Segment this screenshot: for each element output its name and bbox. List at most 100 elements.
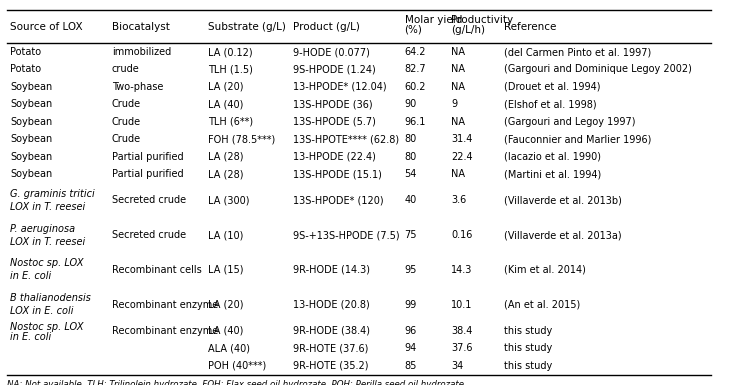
Text: 3.6: 3.6 — [451, 195, 466, 205]
Text: LA (28): LA (28) — [208, 169, 244, 179]
Text: NA: Not available, TLH: Trilinolein hydrozate, FOH: Flax seed oil hydrozate, POH: NA: Not available, TLH: Trilinolein hydr… — [7, 380, 467, 385]
Text: 90: 90 — [405, 99, 417, 109]
Text: LA (40): LA (40) — [208, 99, 244, 109]
Text: Soybean: Soybean — [10, 82, 52, 92]
Text: Partial purified: Partial purified — [112, 169, 183, 179]
Text: 96.1: 96.1 — [405, 117, 426, 127]
Text: in E. coli: in E. coli — [10, 271, 52, 281]
Text: 60.2: 60.2 — [405, 82, 426, 92]
Text: 13-HODE (20.8): 13-HODE (20.8) — [292, 300, 369, 310]
Text: NA: NA — [451, 82, 465, 92]
Text: LOX in T. reesei: LOX in T. reesei — [10, 202, 85, 212]
Text: 9-HODE (0.077): 9-HODE (0.077) — [292, 47, 369, 57]
Text: 31.4: 31.4 — [451, 134, 473, 144]
Text: (Gargouri and Dominique Legoy 2002): (Gargouri and Dominique Legoy 2002) — [504, 64, 693, 74]
Text: (Fauconnier and Marlier 1996): (Fauconnier and Marlier 1996) — [504, 134, 652, 144]
Text: Two-phase: Two-phase — [112, 82, 163, 92]
Text: LA (15): LA (15) — [208, 265, 244, 275]
Text: (Gargouri and Legoy 1997): (Gargouri and Legoy 1997) — [504, 117, 636, 127]
Text: 85: 85 — [405, 361, 417, 371]
Text: 13S-HPODE* (120): 13S-HPODE* (120) — [292, 195, 383, 205]
Text: FOH (78.5***): FOH (78.5***) — [208, 134, 275, 144]
Text: Product (g/L): Product (g/L) — [292, 22, 359, 32]
Text: (Villaverde et al. 2013b): (Villaverde et al. 2013b) — [504, 195, 623, 205]
Text: LA (40): LA (40) — [208, 326, 244, 336]
Text: Soybean: Soybean — [10, 134, 52, 144]
Text: Recombinant enzyme: Recombinant enzyme — [112, 300, 219, 310]
Text: immobilized: immobilized — [112, 47, 171, 57]
Text: 75: 75 — [405, 230, 417, 240]
Text: Soybean: Soybean — [10, 99, 52, 109]
Text: 13S-HPODE (15.1): 13S-HPODE (15.1) — [292, 169, 381, 179]
Text: P. aeruginosa: P. aeruginosa — [10, 224, 75, 234]
Text: 9R-HODE (38.4): 9R-HODE (38.4) — [292, 326, 369, 336]
Text: G. graminis tritici: G. graminis tritici — [10, 189, 95, 199]
Text: 13S-HPODE (5.7): 13S-HPODE (5.7) — [292, 117, 375, 127]
Text: 9S-+13S-HPODE (7.5): 9S-+13S-HPODE (7.5) — [292, 230, 399, 240]
Text: 14.3: 14.3 — [451, 265, 473, 275]
Text: 99: 99 — [405, 300, 417, 310]
Text: (Martini et al. 1994): (Martini et al. 1994) — [504, 169, 602, 179]
Text: Secreted crude: Secreted crude — [112, 230, 186, 240]
Text: NA: NA — [451, 117, 465, 127]
Text: Secreted crude: Secreted crude — [112, 195, 186, 205]
Text: Biocatalyst: Biocatalyst — [112, 22, 170, 32]
Text: (Drouet et al. 1994): (Drouet et al. 1994) — [504, 82, 601, 92]
Text: 13S-HPODE (36): 13S-HPODE (36) — [292, 99, 372, 109]
Text: LA (10): LA (10) — [208, 230, 244, 240]
Text: NA: NA — [451, 169, 465, 179]
Text: (Iacazio et al. 1990): (Iacazio et al. 1990) — [504, 152, 601, 162]
Text: LA (28): LA (28) — [208, 152, 244, 162]
Text: 96: 96 — [405, 326, 417, 336]
Text: Reference: Reference — [504, 22, 557, 32]
Text: Partial purified: Partial purified — [112, 152, 183, 162]
Text: crude: crude — [112, 64, 140, 74]
Text: 13-HPODE (22.4): 13-HPODE (22.4) — [292, 152, 375, 162]
Text: NA: NA — [451, 47, 465, 57]
Text: Soybean: Soybean — [10, 169, 52, 179]
Text: Crude: Crude — [112, 99, 141, 109]
Text: 13-HPODE* (12.04): 13-HPODE* (12.04) — [292, 82, 386, 92]
Text: 9: 9 — [451, 99, 457, 109]
Text: LA (300): LA (300) — [208, 195, 250, 205]
Text: LOX in E. coli: LOX in E. coli — [10, 306, 74, 316]
Text: Potato: Potato — [10, 47, 41, 57]
Text: B thalianodensis: B thalianodensis — [10, 293, 91, 303]
Text: 22.4: 22.4 — [451, 152, 473, 162]
Text: Crude: Crude — [112, 134, 141, 144]
Text: 10.1: 10.1 — [451, 300, 473, 310]
Text: (%): (%) — [405, 25, 422, 35]
Text: Recombinant enzyme: Recombinant enzyme — [112, 326, 219, 336]
Text: LA (0.12): LA (0.12) — [208, 47, 253, 57]
Text: Productivity: Productivity — [451, 15, 513, 25]
Text: 94: 94 — [405, 343, 417, 353]
Text: Recombinant cells: Recombinant cells — [112, 265, 202, 275]
Text: ALA (40): ALA (40) — [208, 343, 250, 353]
Text: TLH (6**): TLH (6**) — [208, 117, 253, 127]
Text: 38.4: 38.4 — [451, 326, 473, 336]
Text: 80: 80 — [405, 152, 417, 162]
Text: 64.2: 64.2 — [405, 47, 426, 57]
Text: (Elshof et al. 1998): (Elshof et al. 1998) — [504, 99, 597, 109]
Text: Nostoc sp. LOX: Nostoc sp. LOX — [10, 321, 83, 331]
Text: 37.6: 37.6 — [451, 343, 473, 353]
Text: Soybean: Soybean — [10, 117, 52, 127]
Text: this study: this study — [504, 326, 553, 336]
Text: POH (40***): POH (40***) — [208, 361, 266, 371]
Text: Potato: Potato — [10, 64, 41, 74]
Text: 95: 95 — [405, 265, 417, 275]
Text: 80: 80 — [405, 134, 417, 144]
Text: 13S-HPOTE**** (62.8): 13S-HPOTE**** (62.8) — [292, 134, 399, 144]
Text: Nostoc sp. LOX: Nostoc sp. LOX — [10, 258, 83, 268]
Text: Molar yield: Molar yield — [405, 15, 462, 25]
Text: LOX in T. reesei: LOX in T. reesei — [10, 237, 85, 247]
Text: (Kim et al. 2014): (Kim et al. 2014) — [504, 265, 587, 275]
Text: 82.7: 82.7 — [405, 64, 426, 74]
Text: (An et al. 2015): (An et al. 2015) — [504, 300, 581, 310]
Text: 0.16: 0.16 — [451, 230, 473, 240]
Text: NA: NA — [451, 64, 465, 74]
Text: 9S-HPODE (1.24): 9S-HPODE (1.24) — [292, 64, 375, 74]
Text: 9R-HOTE (35.2): 9R-HOTE (35.2) — [292, 361, 368, 371]
Text: TLH (1.5): TLH (1.5) — [208, 64, 253, 74]
Text: (del Carmen Pinto et al. 1997): (del Carmen Pinto et al. 1997) — [504, 47, 652, 57]
